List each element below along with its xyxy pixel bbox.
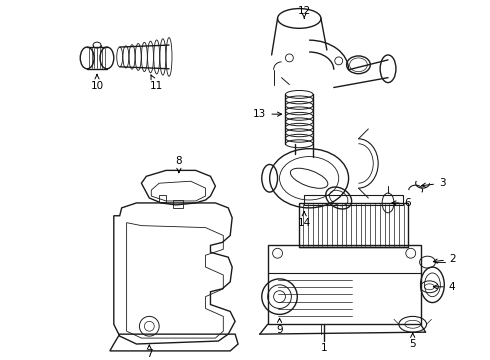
- Text: 7: 7: [146, 345, 152, 359]
- Text: 2: 2: [433, 254, 456, 264]
- Text: 11: 11: [149, 75, 163, 90]
- Text: 3: 3: [421, 178, 445, 188]
- Bar: [304, 195, 403, 205]
- Text: 5: 5: [410, 333, 416, 349]
- Bar: [299, 203, 408, 247]
- Text: 10: 10: [91, 75, 103, 90]
- Text: 1: 1: [320, 343, 327, 353]
- Bar: [159, 195, 166, 202]
- Bar: [268, 246, 420, 324]
- Text: 14: 14: [297, 212, 311, 228]
- Text: 9: 9: [276, 318, 283, 335]
- Bar: [173, 200, 183, 208]
- Text: 12: 12: [297, 5, 311, 18]
- Text: 8: 8: [175, 157, 182, 172]
- Text: 6: 6: [392, 198, 411, 208]
- Text: 4: 4: [433, 282, 456, 292]
- Text: 13: 13: [253, 109, 282, 119]
